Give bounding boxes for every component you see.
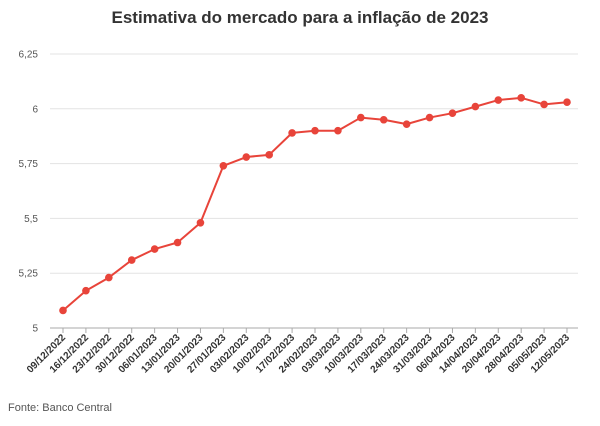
data-point — [563, 98, 571, 107]
data-point — [357, 113, 365, 122]
data-point — [265, 151, 273, 159]
data-points — [59, 94, 571, 315]
data-point — [173, 238, 182, 247]
data-point — [425, 113, 434, 122]
data-point — [288, 129, 296, 137]
data-point — [517, 94, 525, 102]
y-tick-label: 5,5 — [24, 214, 38, 225]
data-point — [494, 96, 503, 104]
data-point — [242, 153, 251, 161]
x-axis-ticks: 09/12/202216/12/202223/12/202230/12/2022… — [25, 328, 572, 376]
data-point — [219, 161, 228, 170]
y-tick-label: 5 — [32, 324, 38, 335]
gridlines — [50, 53, 578, 329]
data-point — [402, 120, 411, 128]
data-point — [311, 126, 319, 135]
y-tick-label: 6 — [32, 104, 38, 115]
data-point — [334, 126, 342, 135]
chart-title: Estimativa do mercado para a inflação de… — [111, 8, 489, 27]
data-point — [471, 102, 480, 111]
data-point — [540, 100, 548, 109]
data-point — [82, 286, 90, 295]
data-point — [379, 115, 388, 124]
data-point — [127, 256, 136, 264]
data-point — [59, 306, 67, 315]
data-point — [150, 245, 159, 253]
y-tick-label: 5,25 — [19, 269, 39, 280]
data-point — [105, 273, 113, 282]
y-axis-ticks: 5 5,25 5,5 5,75 6 6,25 — [19, 50, 39, 335]
data-point — [448, 109, 457, 117]
data-point — [196, 218, 205, 227]
source-note: Fonte: Banco Central — [8, 402, 112, 414]
y-tick-label: 5,75 — [19, 159, 39, 170]
y-tick-label: 6,25 — [19, 50, 39, 61]
